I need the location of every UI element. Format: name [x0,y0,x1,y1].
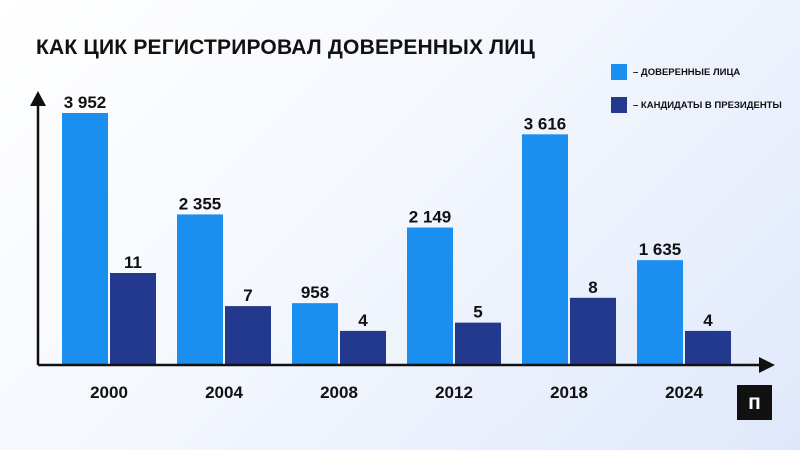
legend-item-candidates: – КАНДИДАТЫ В ПРЕЗИДЕНТЫ [611,97,782,113]
bar-trusted-persons-2004 [177,214,223,364]
legend-label-trusted-persons: – ДОВЕРЕННЫЕ ЛИЦА [633,66,741,78]
bar-trusted-persons-2000 [62,113,108,364]
legend-item-trusted-persons: – ДОВЕРЕННЫЕ ЛИЦА [611,64,740,80]
x-tick-label-2018: 2018 [550,383,588,402]
label-candidates-2008: 4 [358,311,368,330]
bar-trusted-persons-2008 [292,303,338,364]
bar-candidates-2008 [340,330,386,364]
bar-candidates-2018 [570,297,616,364]
chart-title: КАК ЦИК РЕГИСТРИРОВАЛ ДОВЕРЕННЫХ ЛИЦ [36,36,536,59]
x-tick-label-2004: 2004 [205,383,243,402]
axes [30,91,775,373]
label-trusted-persons-2018: 3 616 [524,114,567,133]
y-axis-arrow-icon [30,91,46,106]
legend-swatch-trusted-persons [611,64,627,80]
label-trusted-persons-2004: 2 355 [179,194,222,213]
x-tick-label-2024: 2024 [665,383,703,402]
legend-label-candidates: – КАНДИДАТЫ В ПРЕЗИДЕНТЫ [633,99,782,111]
bar-trusted-persons-2024 [637,260,683,364]
label-candidates-2004: 7 [243,286,252,305]
label-candidates-2000: 11 [124,253,142,272]
x-tick-label-2008: 2008 [320,383,358,402]
label-trusted-persons-2012: 2 149 [409,208,452,227]
bar-trusted-persons-2018 [522,134,568,364]
bar-candidates-2004 [225,306,271,364]
data-labels-group: 3 952 11 2 355 7 958 4 2 149 5 3 616 8 1 635 4 [64,93,714,330]
x-axis-arrow-icon [759,357,775,373]
label-candidates-2018: 8 [588,278,597,297]
label-candidates-2024: 4 [703,311,713,330]
label-trusted-persons-2000: 3 952 [64,93,107,112]
x-tick-labels-group: 2000 2004 2008 2012 2018 2024 [90,383,703,402]
label-candidates-2012: 5 [473,303,482,322]
bar-candidates-2000 [110,273,156,364]
label-trusted-persons-2008: 958 [301,283,329,302]
bar-trusted-persons-2012 [407,227,453,364]
publisher-logo: п [737,385,772,420]
bar-candidates-2012 [455,322,501,364]
x-tick-label-2012: 2012 [435,383,473,402]
logo-letter: п [748,391,761,414]
bars-group [62,113,731,364]
bar-candidates-2024 [685,330,731,364]
x-tick-label-2000: 2000 [90,383,128,402]
label-trusted-persons-2024: 1 635 [639,240,682,259]
legend-swatch-candidates [611,97,627,113]
